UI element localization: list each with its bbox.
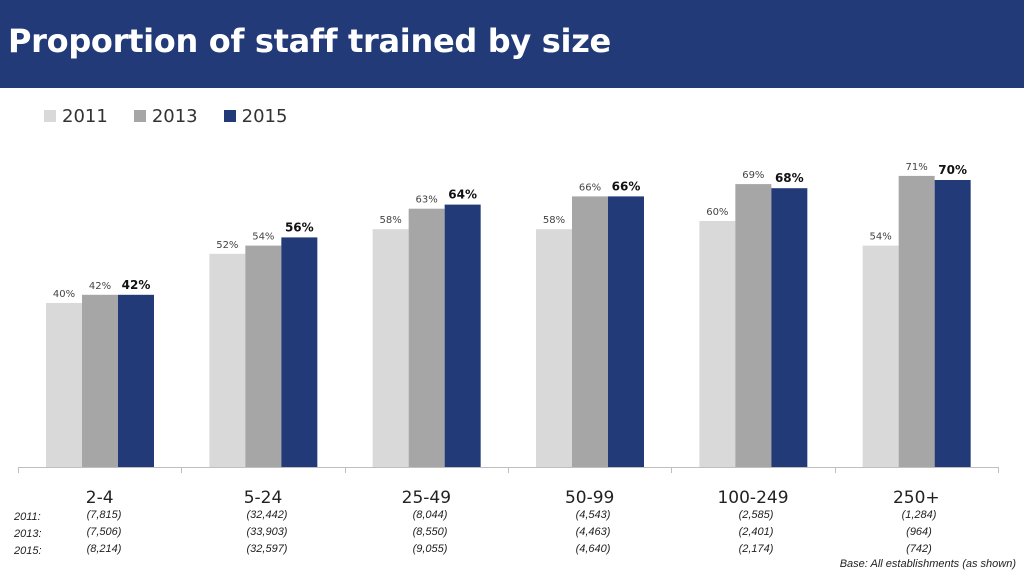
bar-2015 xyxy=(771,188,808,467)
bar-2015 xyxy=(118,294,154,467)
base-size-value: (2,401) xyxy=(739,526,774,538)
base-row-label: 2015: xyxy=(13,545,42,557)
bar-2015 xyxy=(934,180,971,467)
bar-2015 xyxy=(281,237,318,467)
bar-2015 xyxy=(444,204,481,467)
data-label-2011: 54% xyxy=(870,232,892,243)
bar-2013 xyxy=(735,184,772,467)
data-label-2013: 42% xyxy=(89,281,111,292)
legend-item-2013: 2013 xyxy=(133,105,198,127)
bar-2011 xyxy=(46,303,82,467)
data-label-2013: 54% xyxy=(252,232,274,243)
data-label-2011: 58% xyxy=(543,215,565,226)
base-size-value: (33,903) xyxy=(247,526,288,538)
bar-2011 xyxy=(699,221,736,467)
bar-2011 xyxy=(209,253,246,467)
bar-2011 xyxy=(372,229,409,467)
base-size-value: (8,214) xyxy=(87,543,122,555)
legend-swatch-2015 xyxy=(223,110,236,122)
legend-swatch-2011 xyxy=(44,110,56,122)
base-size-value: (2,174) xyxy=(739,543,774,555)
base-size-value: (4,640) xyxy=(576,543,611,555)
bar-2013 xyxy=(898,175,935,467)
base-size-value: (7,815) xyxy=(87,509,122,521)
base-size-value: (9,055) xyxy=(413,543,448,555)
category-label: 100-249 xyxy=(717,488,788,508)
category-label: 2-4 xyxy=(86,488,114,508)
data-label-2013: 63% xyxy=(416,195,438,206)
base-footnote: Base: All establishments (as shown) xyxy=(839,558,1016,570)
category-label: 25-49 xyxy=(402,488,451,508)
data-label-2011: 40% xyxy=(53,289,75,300)
legend-item-2011: 2011 xyxy=(44,106,108,127)
base-size-value: (32,442) xyxy=(247,509,288,521)
legend-label-2015: 2015 xyxy=(241,105,288,127)
data-label-2015: 56% xyxy=(285,220,314,234)
category-label: 250+ xyxy=(893,488,940,508)
data-label-2013: 69% xyxy=(742,170,764,181)
base-row-label: 2013: xyxy=(13,528,42,540)
data-label-2011: 60% xyxy=(706,207,728,218)
category-label: 50-99 xyxy=(565,488,614,508)
base-size-value: (8,044) xyxy=(413,509,448,521)
legend-label-2011: 2011 xyxy=(62,105,108,127)
legend-item-2015: 2015 xyxy=(223,105,288,127)
base-size-value: (2,585) xyxy=(739,509,774,521)
data-label-2015: 68% xyxy=(775,171,804,185)
data-label-2013: 66% xyxy=(579,182,601,193)
legend-swatch-2013 xyxy=(133,110,146,122)
data-label-2015: 66% xyxy=(612,179,641,193)
data-label-2011: 58% xyxy=(380,215,402,226)
data-label-2011: 52% xyxy=(216,240,238,251)
base-size-value: (32,597) xyxy=(247,543,288,555)
base-size-value: (8,550) xyxy=(413,526,448,538)
chart-legend: 2011 2013 2015 xyxy=(44,104,313,128)
bar-2013 xyxy=(572,196,608,467)
category-label: 5-24 xyxy=(244,488,283,508)
base-size-value: (964) xyxy=(906,526,932,538)
data-label-2015: 42% xyxy=(122,278,151,292)
legend-label-2013: 2013 xyxy=(151,105,198,127)
bar-2013 xyxy=(82,294,118,467)
base-size-value: (4,463) xyxy=(576,526,611,538)
base-size-value: (4,543) xyxy=(576,509,611,521)
base-size-value: (742) xyxy=(906,543,932,555)
bar-2013 xyxy=(408,208,445,467)
bar-2015 xyxy=(608,196,644,467)
bar-2013 xyxy=(245,245,282,467)
data-label-2015: 64% xyxy=(448,188,477,202)
header-bar: Proportion of staff trained by size xyxy=(0,0,1024,88)
bar-2011 xyxy=(862,245,899,467)
page-title: Proportion of staff trained by size xyxy=(8,22,611,60)
data-label-2013: 71% xyxy=(906,162,928,173)
bar-2011 xyxy=(536,229,572,467)
base-size-value: (1,284) xyxy=(902,509,937,521)
base-size-value: (7,506) xyxy=(87,526,122,538)
data-label-2015: 70% xyxy=(938,163,967,177)
base-row-label: 2011: xyxy=(13,511,41,523)
